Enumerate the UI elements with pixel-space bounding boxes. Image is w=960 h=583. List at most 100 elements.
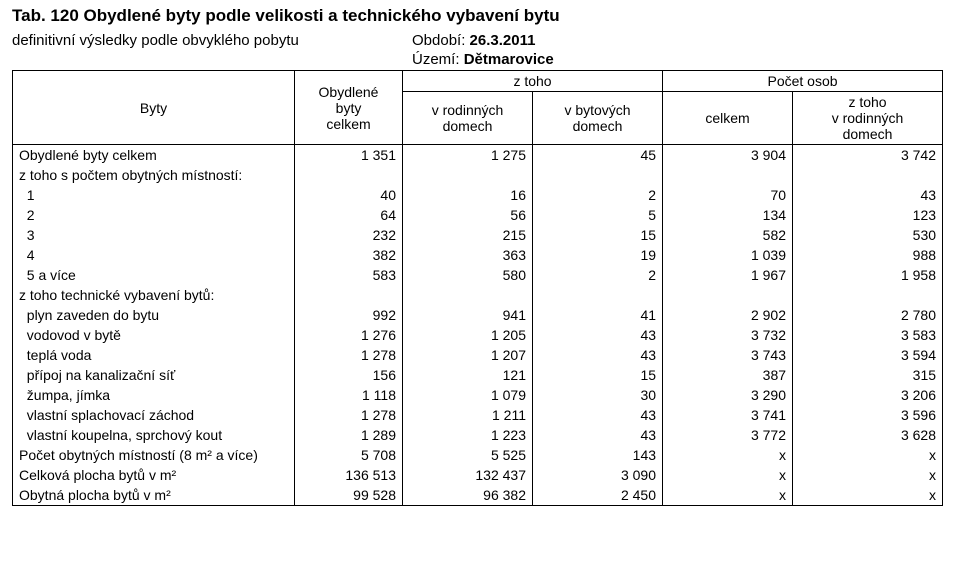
cell: 583 <box>295 265 403 285</box>
row-label: přípoj na kanalizační síť <box>13 365 295 385</box>
cell: 3 090 <box>533 465 663 485</box>
period-label: Období: <box>412 32 470 49</box>
cell: 5 <box>533 205 663 225</box>
row-label: teplá voda <box>13 345 295 365</box>
table-row: plyn zaveden do bytu992941412 9022 780 <box>13 305 943 325</box>
col-header-ztoho: z toho <box>403 71 663 92</box>
cell: 123 <box>793 205 943 225</box>
row-label: vlastní koupelna, sprchový kout <box>13 425 295 445</box>
cell: 3 743 <box>663 345 793 365</box>
page-title: Tab. 120 Obydlené byty podle velikosti a… <box>12 6 948 26</box>
cell: x <box>793 485 943 506</box>
cell: 136 513 <box>295 465 403 485</box>
row-label: Obydlené byty celkem <box>13 145 295 166</box>
cell: 43 <box>533 345 663 365</box>
cell: 156 <box>295 365 403 385</box>
table-row: přípoj na kanalizační síť15612115387315 <box>13 365 943 385</box>
row-label: plyn zaveden do bytu <box>13 305 295 325</box>
cell <box>403 165 533 185</box>
cell: 15 <box>533 365 663 385</box>
cell: 134 <box>663 205 793 225</box>
cell: 1 289 <box>295 425 403 445</box>
col-header-pocet-osob: Počet osob <box>663 71 943 92</box>
cell: 530 <box>793 225 943 245</box>
cell: 56 <box>403 205 533 225</box>
cell: 315 <box>793 365 943 385</box>
cell: 215 <box>403 225 533 245</box>
cell: 2 450 <box>533 485 663 506</box>
cell: 363 <box>403 245 533 265</box>
data-table: Byty Obydlené byty celkem z toho Počet o… <box>12 70 943 506</box>
subtitle-row: definitivní výsledky podle obvyklého pob… <box>12 32 948 49</box>
table-row: vlastní koupelna, sprchový kout1 2891 22… <box>13 425 943 445</box>
cell: 580 <box>403 265 533 285</box>
cell: 1 351 <box>295 145 403 166</box>
cell: x <box>663 465 793 485</box>
cell: 96 382 <box>403 485 533 506</box>
cell: 5 708 <box>295 445 403 465</box>
row-label: vlastní splachovací záchod <box>13 405 295 425</box>
cell: x <box>663 485 793 506</box>
cell <box>663 165 793 185</box>
cell: 41 <box>533 305 663 325</box>
cell: 1 205 <box>403 325 533 345</box>
row-label: z toho technické vybavení bytů: <box>13 285 295 305</box>
cell <box>793 285 943 305</box>
col-header-byty: Byty <box>13 71 295 145</box>
table-row: vlastní splachovací záchod1 2781 211433 … <box>13 405 943 425</box>
cell: 382 <box>295 245 403 265</box>
cell: 43 <box>533 405 663 425</box>
cell: 3 290 <box>663 385 793 405</box>
territory-row: Území: Dětmarovice <box>12 51 948 68</box>
col-header-bytovych: v bytových domech <box>533 92 663 145</box>
cell: 16 <box>403 185 533 205</box>
cell: 3 206 <box>793 385 943 405</box>
table-row: 323221515582530 <box>13 225 943 245</box>
row-label: vodovod v bytě <box>13 325 295 345</box>
cell: 1 039 <box>663 245 793 265</box>
cell: 232 <box>295 225 403 245</box>
col-header-rodinnych: v rodinných domech <box>403 92 533 145</box>
cell: 1 211 <box>403 405 533 425</box>
cell: 988 <box>793 245 943 265</box>
cell: 1 079 <box>403 385 533 405</box>
table-body: Obydlené byty celkem1 3511 275453 9043 7… <box>13 145 943 506</box>
table-row: teplá voda1 2781 207433 7433 594 <box>13 345 943 365</box>
territory-label: Území: <box>412 51 464 68</box>
table-row: z toho s počtem obytných místností: <box>13 165 943 185</box>
cell: 121 <box>403 365 533 385</box>
cell: 19 <box>533 245 663 265</box>
cell: 3 741 <box>663 405 793 425</box>
cell <box>403 285 533 305</box>
cell: 1 278 <box>295 345 403 365</box>
cell: 1 958 <box>793 265 943 285</box>
cell: 132 437 <box>403 465 533 485</box>
cell: 1 278 <box>295 405 403 425</box>
table-row: 264565134123 <box>13 205 943 225</box>
cell: 143 <box>533 445 663 465</box>
cell: 43 <box>533 325 663 345</box>
cell: 43 <box>793 185 943 205</box>
cell: 3 583 <box>793 325 943 345</box>
cell <box>793 165 943 185</box>
cell: 1 275 <box>403 145 533 166</box>
cell <box>295 165 403 185</box>
table-row: žumpa, jímka1 1181 079303 2903 206 <box>13 385 943 405</box>
col-header-obydlene: Obydlené byty celkem <box>295 71 403 145</box>
col-header-ztoho-rodinnych: z toho v rodinných domech <box>793 92 943 145</box>
row-label: 3 <box>13 225 295 245</box>
cell: 3 772 <box>663 425 793 445</box>
row-label: z toho s počtem obytných místností: <box>13 165 295 185</box>
table-row: z toho technické vybavení bytů: <box>13 285 943 305</box>
row-label: 2 <box>13 205 295 225</box>
cell: 45 <box>533 145 663 166</box>
table-row: 5 a více58358021 9671 958 <box>13 265 943 285</box>
table-row: Počet obytných místností (8 m² a více)5 … <box>13 445 943 465</box>
table-row: Celková plocha bytů v m²136 513132 4373 … <box>13 465 943 485</box>
cell: 5 525 <box>403 445 533 465</box>
cell: 40 <box>295 185 403 205</box>
cell <box>533 285 663 305</box>
table-row: Obydlené byty celkem1 3511 275453 9043 7… <box>13 145 943 166</box>
territory: Území: Dětmarovice <box>412 51 554 68</box>
cell: 992 <box>295 305 403 325</box>
